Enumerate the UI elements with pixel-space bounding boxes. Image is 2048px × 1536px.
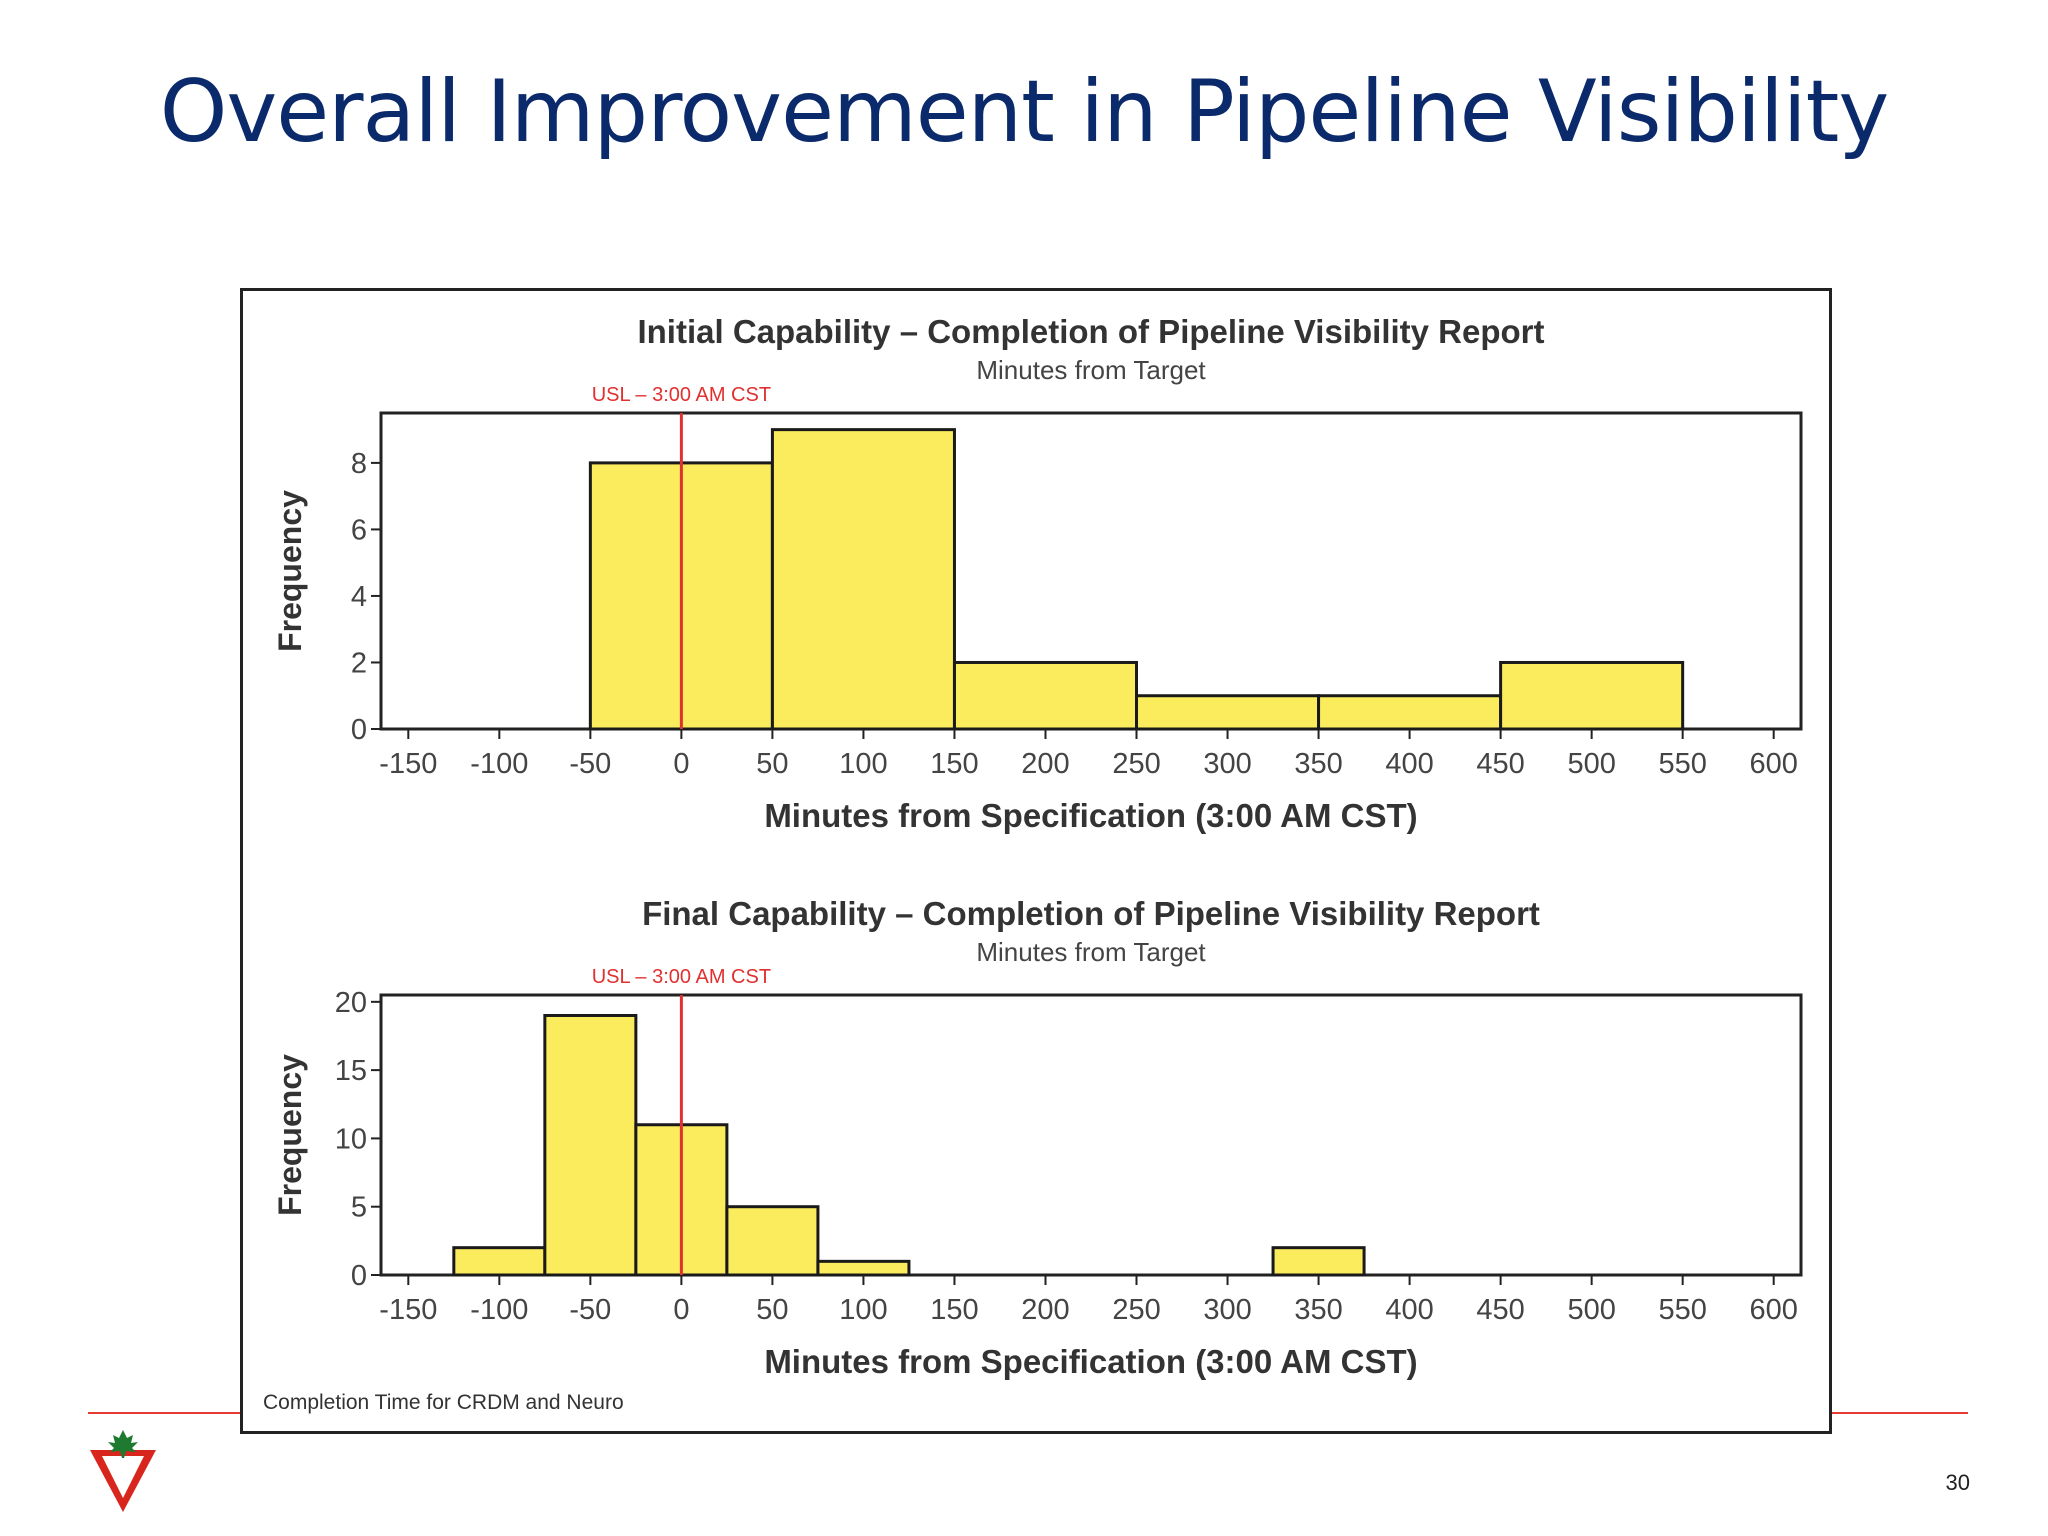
chart2-x-tick-label-1: -150 — [379, 1294, 437, 1326]
chart2-x-tick-label-6: 100 — [839, 1294, 887, 1326]
chart1-x-tick-label-7: 150 — [930, 748, 978, 780]
chart1-bar-2 — [770, 428, 956, 731]
chart1-x-tick-label-10: 300 — [1203, 748, 1251, 780]
chart1-x-tick-label-9: 250 — [1112, 748, 1160, 780]
maple-leaf-triangle-icon — [90, 1430, 156, 1512]
chart2-bar-4 — [725, 1205, 820, 1277]
chart2-title: Final Capability – Completion of Pipelin… — [642, 895, 1540, 932]
chart2-plot-frame — [379, 993, 1803, 1277]
chart2-x-tick-label-4: 0 — [673, 1294, 689, 1326]
chart2-x-tick-label-2: -100 — [470, 1294, 528, 1326]
chart2-bar-5 — [816, 1259, 911, 1277]
chart1-y-tick-label-2: 2 — [351, 647, 367, 679]
chart1-x-tick-label-2: -100 — [470, 748, 528, 780]
chart1-y-axis-label: Frequency — [272, 490, 308, 652]
chart1-x-tick-label-3: -50 — [569, 748, 611, 780]
footer-rule-left — [88, 1412, 240, 1414]
chart1-bar-5 — [1317, 694, 1503, 731]
chart1-x-tick-label-14: 500 — [1567, 748, 1615, 780]
chart2-x-tick-label-15: 550 — [1658, 1294, 1706, 1326]
chart2-bar-6 — [1271, 1246, 1366, 1277]
chart1-x-tick-label-15: 550 — [1658, 748, 1706, 780]
chart1-x-tick-label-6: 100 — [839, 748, 887, 780]
chart2-x-tick-label-16: 600 — [1749, 1294, 1797, 1326]
chart2-y-axis-label: Frequency — [272, 1054, 308, 1216]
chart2-y-tick-label-3: 10 — [335, 1123, 367, 1155]
chart2-x-tick-label-13: 450 — [1476, 1294, 1524, 1326]
chart1-x-tick-label-5: 50 — [756, 748, 788, 780]
chart1-title: Initial Capability – Completion of Pipel… — [637, 313, 1544, 350]
chart2-x-axis-label: Minutes from Specification (3:00 AM CST) — [764, 1343, 1417, 1380]
histogram-figure: Initial Capability – Completion of Pipel… — [272, 313, 1803, 1380]
chart1-y-tick-label-3: 4 — [351, 581, 367, 613]
chart2-y-tick-label-1: 0 — [351, 1260, 367, 1292]
chart2-x-tick-label-12: 400 — [1385, 1294, 1433, 1326]
chart1-y-tick-label-1: 0 — [351, 714, 367, 746]
chart2-bar-2 — [543, 1013, 638, 1277]
chart2-x-tick-label-14: 500 — [1567, 1294, 1615, 1326]
chart2-x-tick-label-3: -50 — [569, 1294, 611, 1326]
chart2-x-tick-label-5: 50 — [756, 1294, 788, 1326]
chart2-x-tick-label-10: 300 — [1203, 1294, 1251, 1326]
chart1-subtitle: Minutes from Target — [976, 355, 1206, 385]
chart1-bar-6 — [1499, 660, 1685, 731]
footer-rule-right — [1832, 1412, 1968, 1414]
chart2-y-tick-label-2: 5 — [351, 1192, 367, 1224]
chart1-x-tick-label-11: 350 — [1294, 748, 1342, 780]
chart1-usl-label: USL – 3:00 AM CST — [592, 384, 771, 406]
chart1-bar-4 — [1135, 694, 1321, 731]
chart2-usl-label: USL – 3:00 AM CST — [592, 966, 771, 988]
chart2-x-tick-label-11: 350 — [1294, 1294, 1342, 1326]
chart1-x-tick-label-16: 600 — [1749, 748, 1797, 780]
chart2-y-tick-label-5: 20 — [335, 987, 367, 1019]
chart1-y-tick-label-5: 8 — [351, 448, 367, 480]
chart1-bar-3 — [952, 660, 1139, 731]
figure-footnote: Completion Time for CRDM and Neuro — [263, 1391, 624, 1414]
chart2-subtitle: Minutes from Target — [976, 937, 1206, 967]
figure-frame: Initial Capability – Completion of Pipel… — [240, 288, 1832, 1434]
chart2-x-tick-label-8: 200 — [1021, 1294, 1069, 1326]
chart1-x-tick-label-4: 0 — [673, 748, 689, 780]
chart1-y-tick-label-4: 6 — [351, 514, 367, 546]
chart2-bar-1 — [452, 1246, 547, 1277]
chart2-x-tick-label-7: 150 — [930, 1294, 978, 1326]
chart2-y-tick-label-4: 15 — [335, 1055, 367, 1087]
chart1-x-axis-label: Minutes from Specification (3:00 AM CST) — [764, 797, 1417, 834]
chart1-x-tick-label-1: -150 — [379, 748, 437, 780]
page-number: 30 — [1945, 1470, 1970, 1495]
chart1-x-tick-label-8: 200 — [1021, 748, 1069, 780]
chart2-x-tick-label-9: 250 — [1112, 1294, 1160, 1326]
chart1-x-tick-label-12: 400 — [1385, 748, 1433, 780]
slide-title: Overall Improvement in Pipeline Visibili… — [159, 62, 1890, 162]
chart1-x-tick-label-13: 450 — [1476, 748, 1524, 780]
